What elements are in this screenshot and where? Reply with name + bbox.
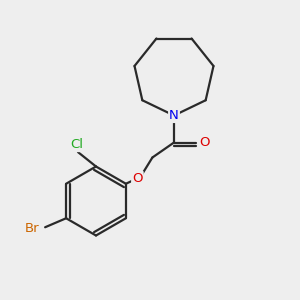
Text: Cl: Cl — [70, 138, 83, 151]
Text: O: O — [132, 172, 143, 185]
Text: N: N — [169, 109, 179, 122]
Text: O: O — [199, 136, 209, 149]
Text: Br: Br — [25, 222, 40, 235]
